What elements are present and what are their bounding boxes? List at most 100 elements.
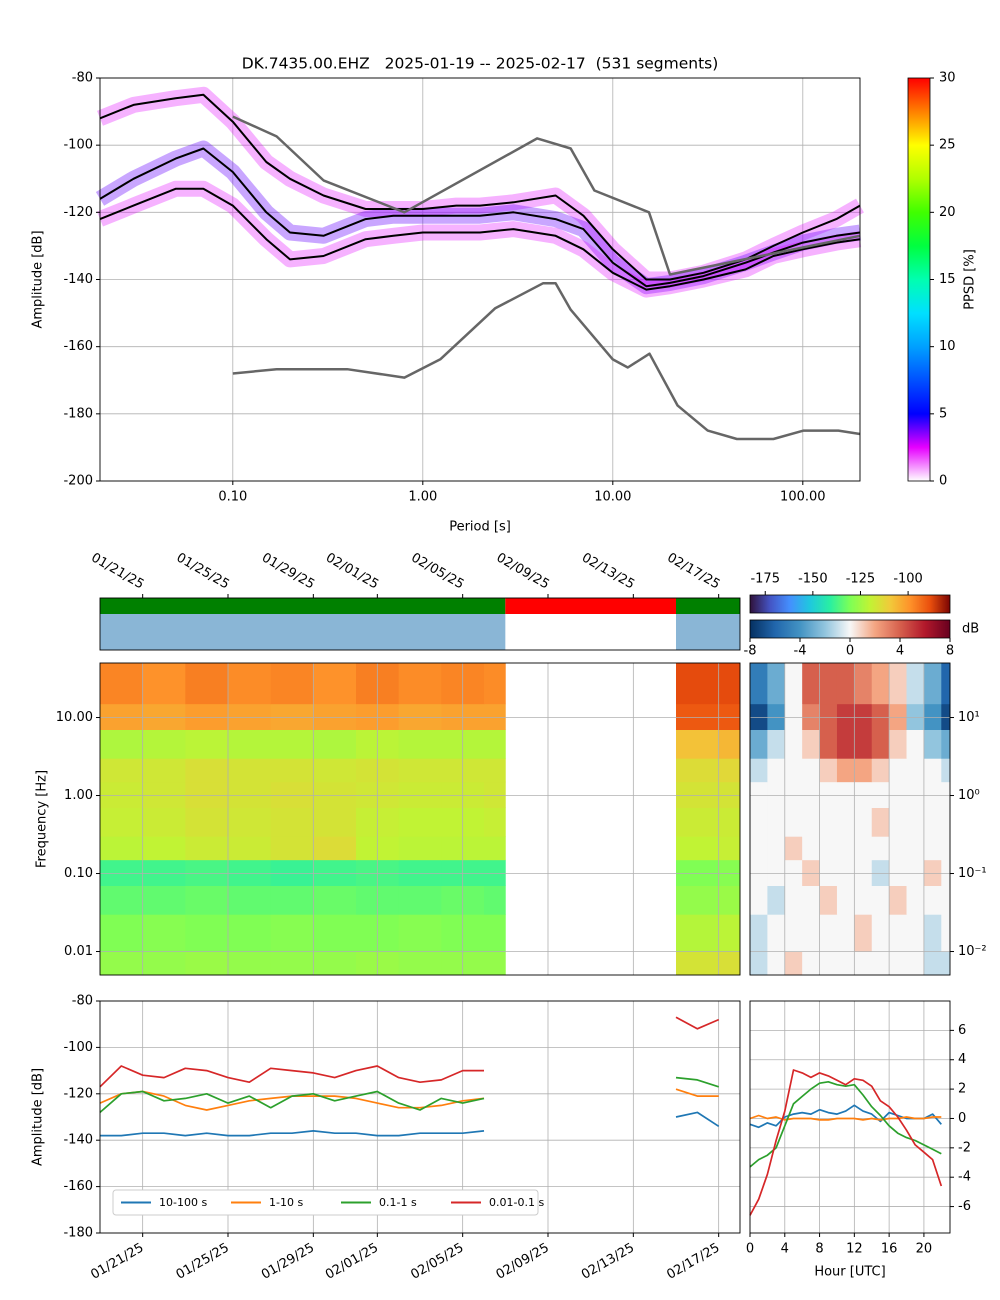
heatmap-cell bbox=[270, 729, 314, 759]
heatmap-cell bbox=[750, 951, 768, 976]
heatmap-cell bbox=[819, 951, 838, 976]
heatmap-cell bbox=[941, 703, 951, 730]
heatmap-cell bbox=[802, 703, 820, 730]
heatmap-cell bbox=[228, 703, 272, 730]
heatmap-cell bbox=[313, 885, 357, 915]
heatmap-cell bbox=[750, 859, 768, 886]
heatmap-cell bbox=[906, 885, 925, 915]
series-line bbox=[232, 115, 861, 276]
heatmap-cell bbox=[676, 951, 720, 976]
x-tick-label: 0.10 bbox=[218, 490, 247, 505]
heatmap-cell bbox=[906, 951, 925, 976]
heatmap-cell bbox=[718, 859, 741, 886]
heatmap-cell bbox=[750, 914, 768, 952]
heatmap-cell bbox=[767, 703, 786, 730]
heatmap-cell bbox=[767, 729, 786, 759]
heatmap-cell bbox=[484, 703, 506, 730]
heatmap-cell bbox=[889, 663, 907, 705]
heatmap-cell bbox=[906, 836, 925, 861]
x-axis-label: Period [s] bbox=[449, 520, 511, 535]
heatmap-cell bbox=[313, 951, 357, 976]
heatmap-cell bbox=[228, 663, 272, 705]
heatmap-cell bbox=[398, 781, 442, 808]
heatmap-cell bbox=[767, 781, 786, 808]
heatmap-cell bbox=[676, 807, 720, 837]
heatmap-cell bbox=[819, 885, 838, 915]
heatmap-cell bbox=[676, 836, 720, 861]
series-line bbox=[100, 1111, 720, 1137]
heatmap-cell bbox=[889, 807, 907, 837]
heatmap-cell bbox=[767, 836, 786, 861]
heatmap-cell bbox=[270, 885, 314, 915]
heatmap-cell bbox=[185, 807, 229, 837]
legend-label: 0.01-0.1 s bbox=[489, 1196, 544, 1209]
heatmap-cell bbox=[802, 807, 820, 837]
colorbar-tick-label: 15 bbox=[939, 272, 956, 287]
heatmap-cell bbox=[819, 836, 838, 861]
heatmap-cell bbox=[784, 663, 803, 705]
heatmap-cell bbox=[398, 914, 442, 952]
heatmap-cell bbox=[398, 951, 442, 976]
colorbar-tick-label: 25 bbox=[939, 138, 956, 153]
heatmap-cell bbox=[802, 729, 820, 759]
colorbar bbox=[749, 594, 951, 614]
heatmap-cell bbox=[718, 951, 741, 976]
x-tick-label: 8 bbox=[815, 1242, 823, 1257]
heatmap-cell bbox=[854, 914, 873, 952]
heatmap-cell bbox=[802, 836, 820, 861]
availability-bar bbox=[676, 614, 740, 650]
heatmap-cell bbox=[398, 885, 442, 915]
x-tick-label: 100.00 bbox=[780, 490, 826, 505]
heatmap-cell bbox=[784, 758, 803, 783]
y-tick-label: 10.00 bbox=[56, 710, 93, 725]
colorbar-tick-label: -175 bbox=[750, 572, 780, 587]
heatmap-cell bbox=[228, 758, 272, 783]
heatmap-cell bbox=[185, 758, 229, 783]
colorbar-tick-label: -8 bbox=[744, 644, 757, 659]
heatmap-cell bbox=[889, 859, 907, 886]
heatmap-cell bbox=[767, 663, 786, 705]
heatmap-cell bbox=[228, 781, 272, 808]
colorbar-tick-label: 0 bbox=[939, 474, 947, 489]
heatmap-cell bbox=[484, 836, 506, 861]
heatmap-cell bbox=[750, 758, 768, 783]
heatmap-cell bbox=[142, 914, 186, 952]
colorbar-tick-label: -100 bbox=[893, 572, 923, 587]
heatmap-cell bbox=[871, 703, 890, 730]
colorbar-tick-label: -4 bbox=[794, 644, 807, 659]
colorbar-tick-label: 10 bbox=[939, 339, 956, 354]
y-tick-label: -100 bbox=[63, 138, 93, 153]
heatmap-cell bbox=[836, 807, 855, 837]
heatmap-cell bbox=[941, 914, 951, 952]
heatmap-cell bbox=[854, 703, 873, 730]
heatmap-cell bbox=[100, 729, 144, 759]
heatmap-cell bbox=[836, 885, 855, 915]
heatmap-cell bbox=[836, 859, 855, 886]
heatmap-cell bbox=[750, 807, 768, 837]
y-tick-label: 10⁰ bbox=[958, 788, 980, 803]
heatmap-cell bbox=[941, 807, 951, 837]
heatmap-cell bbox=[484, 807, 506, 837]
heatmap-cell bbox=[100, 807, 144, 837]
heatmap-cell bbox=[854, 781, 873, 808]
heatmap-cell bbox=[854, 758, 873, 783]
heatmap-cell bbox=[228, 914, 272, 952]
heatmap-cell bbox=[767, 951, 786, 976]
heatmap-cell bbox=[784, 836, 803, 861]
heatmap-cell bbox=[906, 663, 925, 705]
legend-label: 1-10 s bbox=[269, 1196, 303, 1209]
heatmap-cell bbox=[270, 663, 314, 705]
colorbar bbox=[907, 77, 931, 482]
plot-frame bbox=[749, 1000, 951, 1234]
heatmap-cell bbox=[676, 663, 720, 705]
y-tick-label: 1.00 bbox=[64, 788, 93, 803]
heatmap-cell bbox=[819, 758, 838, 783]
heatmap-cell bbox=[941, 836, 951, 861]
heatmap-cell bbox=[484, 781, 506, 808]
heatmap-cell bbox=[142, 663, 186, 705]
heatmap-cell bbox=[185, 885, 229, 915]
heatmap-cell bbox=[100, 836, 144, 861]
colorbar bbox=[749, 619, 951, 639]
heatmap-cell bbox=[398, 758, 442, 783]
legend-label: 10-100 s bbox=[159, 1196, 207, 1209]
